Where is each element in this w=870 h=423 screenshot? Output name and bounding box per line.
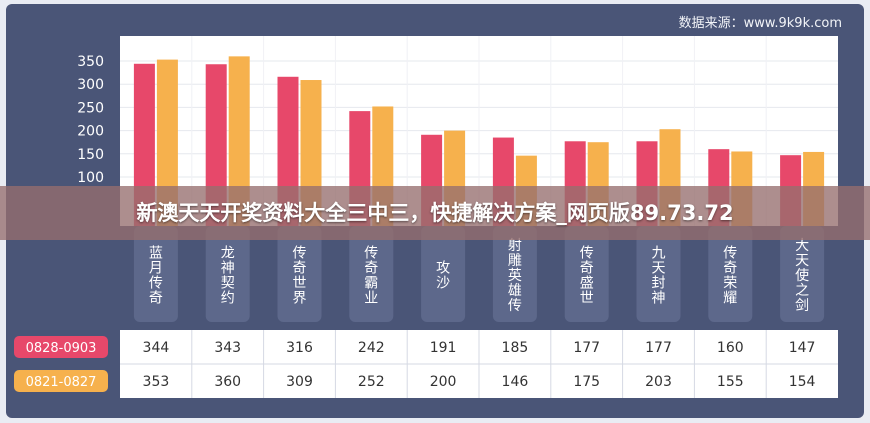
category-label-char: 使: [795, 267, 809, 284]
table-value: 203: [645, 374, 672, 390]
table-value: 146: [502, 374, 529, 390]
y-tick-label: 250: [77, 100, 104, 116]
category-label-char: 耀: [723, 291, 737, 307]
category-label-char: 世: [580, 291, 594, 307]
category-box: [636, 226, 681, 322]
data-source: 数据来源：www.9k9k.com: [678, 16, 842, 31]
category-box: [421, 226, 466, 322]
bar-1: [133, 63, 155, 227]
category-label-char: 盛: [580, 276, 594, 292]
table-value: 191: [430, 340, 457, 356]
category-label-char: 龙: [221, 246, 235, 262]
category-label-char: 传: [723, 246, 737, 262]
table-value: 316: [286, 340, 313, 356]
table-value: 344: [143, 340, 170, 356]
category-label: 九天封神: [652, 246, 666, 307]
category-label-char: 神: [221, 261, 235, 277]
category-label-char: 传: [149, 276, 163, 292]
category-label: 龙神契约: [221, 246, 235, 307]
category-label: 大天使之剑: [795, 238, 809, 314]
table-value: 353: [143, 374, 170, 390]
category-label-char: 世: [293, 276, 307, 292]
category-label-char: 封: [652, 276, 666, 292]
table-value: 175: [573, 374, 600, 390]
bar-2: [156, 59, 178, 226]
category-label-char: 约: [221, 291, 235, 307]
bar-2: [228, 56, 250, 226]
category-box: [564, 226, 609, 322]
category-label-char: 奇: [723, 260, 737, 277]
table-value: 160: [717, 340, 744, 356]
table-value: 309: [286, 374, 313, 390]
table-value: 177: [573, 340, 600, 356]
category-label-char: 霸: [364, 276, 378, 292]
table-value: 360: [214, 374, 241, 390]
category-label-char: 业: [364, 291, 378, 307]
category-label-char: 英: [508, 267, 522, 284]
category-label-char: 攻: [436, 261, 450, 277]
category-label-char: 之: [795, 283, 809, 299]
category-box: [277, 226, 322, 322]
category-label-char: 沙: [436, 276, 450, 292]
category-label-char: 神: [652, 291, 666, 307]
category-label: 射雕英雄传: [508, 238, 522, 314]
category-label-char: 天: [652, 261, 666, 277]
category-label-char: 奇: [364, 260, 378, 277]
y-tick-label: 100: [77, 170, 104, 186]
category-label-char: 契: [221, 276, 235, 292]
category-label: 传奇荣耀: [723, 246, 737, 307]
category-label-char: 九: [652, 246, 666, 262]
y-tick-label: 300: [77, 77, 104, 93]
category-label-char: 传: [508, 298, 522, 314]
category-box: [205, 226, 250, 322]
category-label: 传奇霸业: [364, 246, 378, 307]
category-label-char: 月: [149, 261, 163, 277]
category-label-char: 传: [364, 246, 378, 262]
table-value: 177: [645, 340, 672, 356]
table-value: 200: [430, 374, 457, 390]
category-label-char: 雕: [508, 253, 522, 269]
y-tick-label: 200: [77, 124, 104, 140]
category-box: [349, 226, 394, 322]
banner-overlay: [0, 186, 870, 240]
category-label-char: 奇: [149, 290, 163, 307]
table-value: 154: [789, 374, 816, 390]
table-value: 185: [502, 340, 529, 356]
category-label-char: 奇: [580, 260, 594, 277]
table-value: 155: [717, 374, 744, 390]
category-label-char: 天: [795, 253, 809, 269]
category-box: [133, 226, 178, 322]
category-label-char: 传: [580, 246, 594, 262]
table-value: 242: [358, 340, 385, 356]
category-box: [780, 226, 825, 322]
category-label-char: 奇: [293, 260, 307, 277]
legend-swatch-2: [14, 370, 108, 392]
category-label: 攻沙: [436, 261, 450, 292]
legend-label-1: 0828-0903: [26, 341, 97, 356]
category-label-char: 荣: [723, 276, 737, 292]
category-label: 传奇盛世: [580, 246, 594, 307]
table-value: 252: [358, 374, 385, 390]
category-label: 蓝月传奇: [149, 246, 163, 307]
legend-label-2: 0821-0827: [26, 375, 97, 390]
category-box: [708, 226, 753, 322]
category-box: [492, 226, 537, 322]
category-label-char: 大: [795, 238, 809, 254]
category-label: 传奇世界: [293, 246, 307, 307]
table-value: 147: [789, 340, 816, 356]
bar-1: [205, 64, 227, 226]
banner-title: 新澳天天开奖资料大全三中三，快捷解决方案_网页版89.73.72: [136, 201, 734, 225]
category-label-char: 传: [293, 246, 307, 262]
legend-swatch-1: [14, 336, 108, 358]
category-label-char: 界: [293, 291, 307, 307]
y-tick-label: 350: [77, 54, 104, 70]
y-tick-label: 150: [77, 147, 104, 163]
category-label-char: 剑: [795, 298, 809, 314]
category-label-char: 蓝: [149, 246, 163, 262]
category-label-char: 射: [508, 238, 522, 254]
category-label-char: 雄: [508, 283, 522, 299]
table-value: 343: [214, 340, 241, 356]
